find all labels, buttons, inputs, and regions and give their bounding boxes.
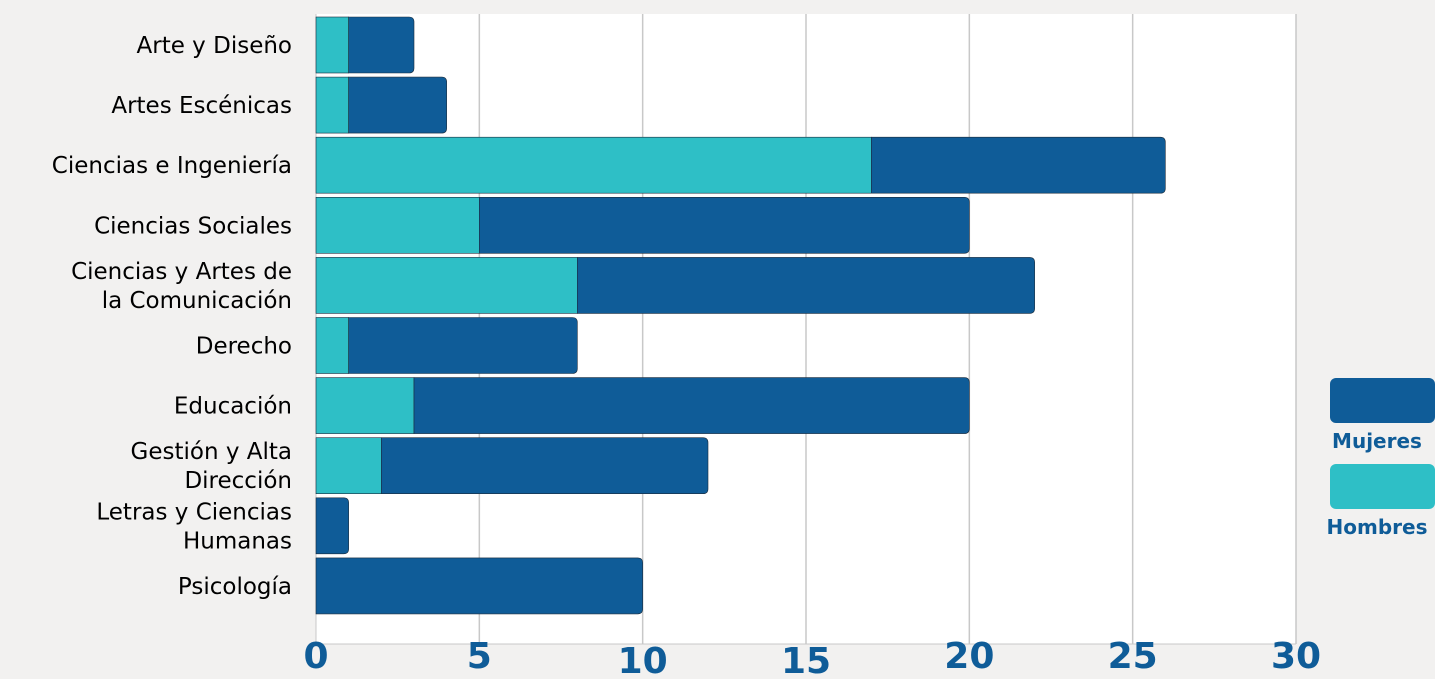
category-label: Ciencias Sociales — [94, 213, 292, 239]
x-tick-label: 20 — [944, 636, 994, 677]
bar-hombres — [315, 257, 578, 314]
category-label: Ciencias e Ingeniería — [52, 153, 292, 179]
bar-hombres — [315, 317, 349, 374]
category-label-line: Letras y Ciencias — [96, 499, 292, 525]
legend-label-hombres: Hombres — [1327, 515, 1428, 539]
bar-mujeres — [577, 257, 1035, 314]
category-label: Psicología — [178, 574, 292, 600]
legend-label-mujeres: Mujeres — [1332, 429, 1422, 453]
bar-hombres — [315, 16, 349, 74]
x-tick-label: 10 — [618, 641, 668, 679]
category-label: Arte y Diseño — [137, 33, 292, 59]
bar-hombres — [315, 437, 382, 495]
legend-swatch-hombres — [1330, 464, 1435, 509]
category-label: Derecho — [196, 334, 292, 360]
bars — [315, 16, 1166, 615]
category-label-line: Derecho — [196, 334, 292, 360]
category-label: Educación — [174, 394, 292, 420]
bar-mujeres — [413, 377, 970, 434]
x-tick-label: 15 — [781, 641, 831, 679]
category-label-line: Psicología — [178, 574, 292, 600]
category-label-line: Ciencias y Artes de — [71, 259, 292, 285]
category-label-line: la Comunicación — [102, 288, 292, 314]
legend: Mujeres Hombres — [1327, 378, 1435, 539]
category-label: Letras y Ciencias Humanas — [96, 499, 292, 554]
bar-hombres — [315, 377, 415, 434]
bar-mujeres — [381, 437, 709, 494]
bar-mujeres — [871, 136, 1166, 194]
x-tick-label: 5 — [467, 636, 492, 677]
bar-hombres — [315, 197, 480, 254]
category-label-line: Ciencias e Ingeniería — [52, 153, 292, 179]
category-label-line: Dirección — [184, 468, 292, 494]
bar-mujeres — [348, 16, 415, 74]
bar-hombres — [315, 76, 349, 134]
category-label-line: Arte y Diseño — [137, 33, 292, 59]
bar-mujeres — [348, 317, 578, 374]
category-label: Ciencias y Artes de la Comunicación — [71, 259, 292, 314]
legend-swatch-mujeres — [1330, 378, 1435, 423]
category-label-line: Humanas — [183, 528, 292, 554]
category-label-line: Gestión y Alta — [131, 439, 292, 465]
category-label-line: Ciencias Sociales — [94, 213, 292, 239]
bar-hombres — [315, 136, 872, 194]
bar-mujeres — [348, 76, 447, 134]
category-labels: Arte y Diseño Artes Escénicas Ciencias e I… — [52, 33, 292, 600]
x-tick-labels: 0 5 10 15 20 25 30 — [303, 636, 1321, 679]
category-label-line: Educación — [174, 394, 292, 420]
x-tick-label: 30 — [1271, 636, 1321, 677]
x-tick-label: 0 — [303, 636, 328, 677]
x-tick-label: 25 — [1108, 636, 1158, 677]
category-label-line: Artes Escénicas — [111, 93, 292, 119]
bar-mujeres — [315, 497, 349, 555]
bar-mujeres — [315, 557, 643, 615]
category-label: Gestión y Alta Dirección — [131, 439, 292, 494]
category-label: Artes Escénicas — [111, 93, 292, 119]
bar-mujeres — [479, 197, 970, 254]
